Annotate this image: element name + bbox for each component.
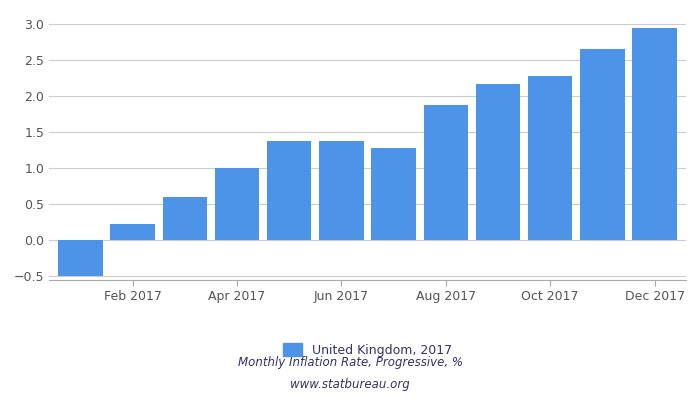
Bar (476, 84, 520, 240)
Bar (162, 197, 207, 240)
Text: Monthly Inflation Rate, Progressive, %: Monthly Inflation Rate, Progressive, % (237, 356, 463, 369)
Bar (319, 141, 363, 240)
Bar (58, 240, 102, 276)
Bar (111, 224, 155, 240)
Bar (215, 168, 259, 240)
Bar (528, 76, 573, 240)
Legend: United Kingdom, 2017: United Kingdom, 2017 (283, 344, 452, 357)
Bar (580, 49, 624, 240)
Bar (372, 148, 416, 240)
Bar (424, 105, 468, 240)
Bar (633, 28, 677, 240)
Bar (267, 141, 312, 240)
Text: www.statbureau.org: www.statbureau.org (290, 378, 410, 391)
